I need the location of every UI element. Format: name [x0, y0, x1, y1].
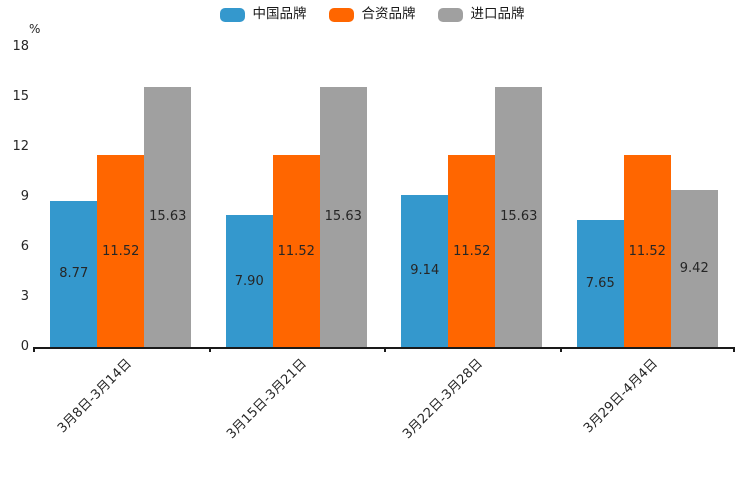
legend-item-joint-venture-brand: 合资品牌 — [328, 6, 416, 23]
bar-value-label: 15.63 — [149, 209, 187, 225]
legend: 中国品牌 合资品牌 进口品牌 — [0, 8, 744, 22]
bar-china-brand: 9.14 — [401, 194, 449, 347]
legend-item-label: 中国品牌 — [252, 6, 307, 23]
y-tick-label: 6 — [20, 239, 29, 254]
bar-china-brand: 8.77 — [50, 200, 98, 347]
bar-joint-venture-brand: 11.52 — [623, 155, 671, 347]
plot-area: 8.77 11.52 15.63 7.90 11.52 15.63 9.14 11.52 15.… — [33, 47, 735, 352]
y-tick-label: 0 — [20, 339, 29, 354]
x-category-label: 3月15日-3月21日 — [224, 356, 311, 443]
bar-import-brand: 9.42 — [670, 190, 718, 347]
bar-value-label: 15.63 — [500, 209, 538, 225]
x-category-label: 3月8日-3月14日 — [54, 356, 135, 437]
y-tick-label: 15 — [12, 89, 29, 104]
bar-value-label: 15.63 — [324, 209, 362, 225]
y-axis-unit-label: % — [29, 22, 41, 36]
legend-swatch-icon — [437, 8, 463, 22]
bar-value-label: 11.52 — [453, 243, 491, 259]
bar-joint-venture-brand: 11.52 — [97, 155, 145, 347]
y-tick-label: 18 — [12, 39, 29, 54]
y-tick-label: 12 — [12, 139, 29, 154]
bar-value-label: 9.42 — [679, 261, 709, 276]
y-tick-label: 9 — [20, 189, 29, 204]
bar-joint-venture-brand: 11.52 — [448, 155, 496, 347]
x-axis-tick — [559, 347, 562, 352]
bar-value-label: 7.90 — [234, 273, 264, 289]
bar-value-label: 11.52 — [628, 243, 666, 259]
x-axis-tick — [733, 347, 735, 352]
legend-item-label: 进口品牌 — [470, 6, 525, 23]
x-axis-tick — [33, 347, 35, 352]
legend-item-label: 合资品牌 — [361, 6, 416, 23]
x-axis-tick — [208, 347, 211, 352]
x-axis-tick — [384, 347, 386, 352]
x-category-label: 3月29日-4月4日 — [581, 356, 662, 437]
bar-value-label: 11.52 — [102, 243, 140, 259]
bar-value-label: 9.14 — [410, 263, 440, 279]
legend-item-import-brand: 进口品牌 — [437, 6, 525, 23]
bar-import-brand: 15.63 — [144, 86, 192, 347]
bar-import-brand: 15.63 — [495, 86, 543, 347]
legend-swatch-icon — [219, 8, 245, 22]
bar-import-brand: 15.63 — [319, 86, 367, 347]
legend-swatch-icon — [328, 8, 354, 22]
y-tick-label: 3 — [20, 289, 29, 304]
bar-china-brand: 7.65 — [576, 219, 624, 347]
bar-joint-venture-brand: 11.52 — [272, 155, 320, 347]
bar-value-label: 7.65 — [585, 275, 615, 291]
bar-value-label: 11.52 — [277, 243, 315, 259]
bar-china-brand: 7.90 — [225, 215, 273, 347]
x-category-label: 3月22日-3月28日 — [399, 356, 486, 443]
bar-value-label: 8.77 — [59, 266, 89, 282]
legend-item-china-brand: 中国品牌 — [219, 6, 307, 23]
